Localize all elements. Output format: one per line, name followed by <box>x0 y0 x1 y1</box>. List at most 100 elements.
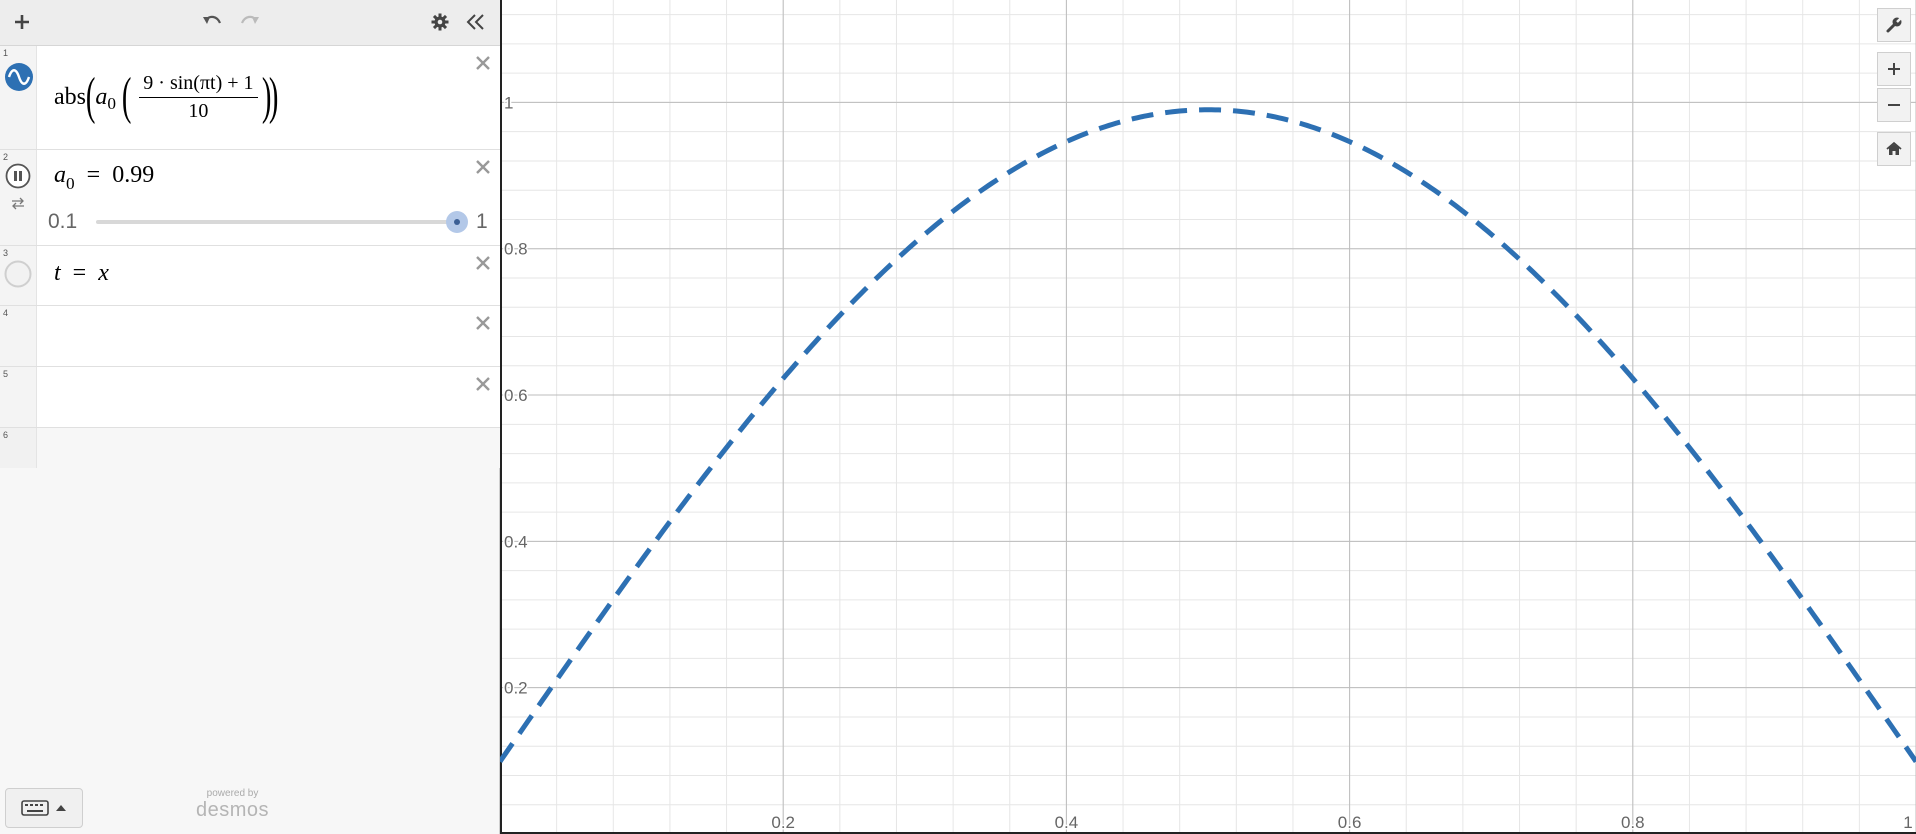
fraction: 9 · sin(πt) + 1 10 <box>139 72 258 123</box>
rhs: x <box>98 260 109 286</box>
paren-open: ( <box>85 68 96 125</box>
expression-6[interactable]: 6 <box>0 428 500 468</box>
tick-labels: 0.2 0.4 0.6 0.8 1 0.2 0.4 0.6 0.8 1 <box>503 92 1915 834</box>
x-tick-label: 0.2 <box>771 813 795 832</box>
expression-number: 1 <box>3 48 9 58</box>
delete-expression-button[interactable] <box>472 312 494 334</box>
axes <box>500 0 1916 834</box>
expression-toolbar <box>0 0 500 46</box>
expression-number: 5 <box>3 369 9 379</box>
minor-gridlines <box>500 0 1916 834</box>
expression-number: 4 <box>3 308 9 318</box>
function-curve-group <box>500 107 1916 763</box>
y-tick-label: 0.4 <box>504 532 528 551</box>
add-item-button[interactable] <box>6 6 38 38</box>
y-tick-label: 0.8 <box>504 240 528 259</box>
paren-open-inner: ( <box>121 68 132 125</box>
close-icon <box>476 56 490 70</box>
collapse-panel-button[interactable] <box>460 6 492 38</box>
expression-gutter: 2 <box>0 150 37 245</box>
zoom-in-icon <box>1888 63 1900 75</box>
delete-expression-button[interactable] <box>472 373 494 395</box>
y-tick-label: 1 <box>504 93 513 112</box>
collapse-icon <box>466 14 484 30</box>
expression-5[interactable]: 5 <box>0 367 500 428</box>
slider-handle[interactable] <box>446 211 468 233</box>
undo-icon <box>203 15 222 24</box>
close-icon <box>476 256 490 270</box>
delete-expression-button[interactable] <box>472 52 494 74</box>
plus-icon <box>15 15 29 29</box>
fraction-denominator: 10 <box>188 99 209 122</box>
major-gridlines <box>500 0 1916 834</box>
var-sub: 0 <box>66 173 75 193</box>
expression-number: 2 <box>3 152 9 162</box>
expression-3-math[interactable]: t = x <box>54 260 109 287</box>
x-tick-label: 1 <box>1903 813 1912 832</box>
powered-by-text: powered by <box>206 788 259 799</box>
slider-min[interactable]: 0.1 <box>48 210 78 233</box>
slider-definition[interactable]: a0 = 0.99 <box>54 162 155 193</box>
fraction-numerator: 9 · sin(πt) + 1 <box>139 72 258 98</box>
close-icon <box>476 160 490 174</box>
keyboard-icon <box>21 800 49 816</box>
y-tick-label: 0.2 <box>504 679 528 698</box>
expression-number: 6 <box>3 430 9 440</box>
wave-icon[interactable] <box>4 62 34 92</box>
zoom-out-button[interactable] <box>1877 88 1911 122</box>
equals-sign: = <box>72 260 87 286</box>
func-name: abs <box>54 83 86 110</box>
lhs: t <box>54 260 61 286</box>
graph-canvas[interactable]: 0.2 0.4 0.6 0.8 1 0.2 0.4 0.6 0.8 1 <box>500 0 1916 834</box>
desmos-logo: desmos <box>196 799 270 821</box>
default-viewport-button[interactable] <box>1877 132 1911 166</box>
expression-2[interactable]: 2 a0 = 0.99 0.1 1 <box>0 150 500 246</box>
slider-value[interactable]: 0.99 <box>112 162 155 188</box>
redo-button[interactable] <box>234 6 266 38</box>
gear-icon <box>431 13 449 31</box>
expression-gutter: 6 <box>0 428 37 468</box>
expression-gutter: 4 <box>0 306 37 366</box>
expression-gutter: 3 <box>0 246 37 305</box>
x-tick-label: 0.6 <box>1338 813 1362 832</box>
x-tick-label: 0.8 <box>1621 813 1645 832</box>
settings-button[interactable] <box>424 6 456 38</box>
delete-expression-button[interactable] <box>472 156 494 178</box>
desmos-branding: powered by desmos <box>196 788 269 820</box>
expression-gutter: 5 <box>0 367 37 427</box>
slider-max[interactable]: 1 <box>476 210 488 233</box>
undo-button[interactable] <box>196 6 228 38</box>
zoom-out-icon <box>1888 104 1900 106</box>
paren-close: ) <box>268 68 279 125</box>
equals-sign: = <box>86 162 101 188</box>
expression-gutter: 1 <box>0 46 37 149</box>
redo-icon <box>240 15 259 24</box>
keyboard-toggle-button[interactable] <box>5 788 83 828</box>
graph-settings-button[interactable] <box>1877 8 1911 42</box>
close-icon <box>476 377 490 391</box>
home-icon <box>1886 141 1902 155</box>
zoom-in-button[interactable] <box>1877 52 1911 86</box>
coef-sub: 0 <box>107 93 116 113</box>
var-base: a <box>54 162 66 188</box>
close-icon <box>476 316 490 330</box>
graph-paper[interactable]: 0.2 0.4 0.6 0.8 1 0.2 0.4 0.6 0.8 1 <box>500 0 1916 834</box>
paren-close-inner: ) <box>261 68 271 125</box>
play-slider-icon[interactable] <box>5 163 31 189</box>
loop-icon[interactable] <box>10 196 26 210</box>
x-tick-label: 0.4 <box>1055 813 1079 832</box>
slider-track[interactable] <box>96 220 456 224</box>
hidden-expression-icon[interactable] <box>4 260 32 288</box>
y-tick-label: 0.6 <box>504 386 528 405</box>
coef-base: a <box>95 83 108 110</box>
expression-number: 3 <box>3 248 9 258</box>
expression-4[interactable]: 4 <box>0 306 500 367</box>
delete-expression-button[interactable] <box>472 252 494 274</box>
wrench-icon <box>1886 17 1902 33</box>
function-curve <box>500 107 1916 763</box>
expression-3[interactable]: 3 t = x <box>0 246 500 306</box>
